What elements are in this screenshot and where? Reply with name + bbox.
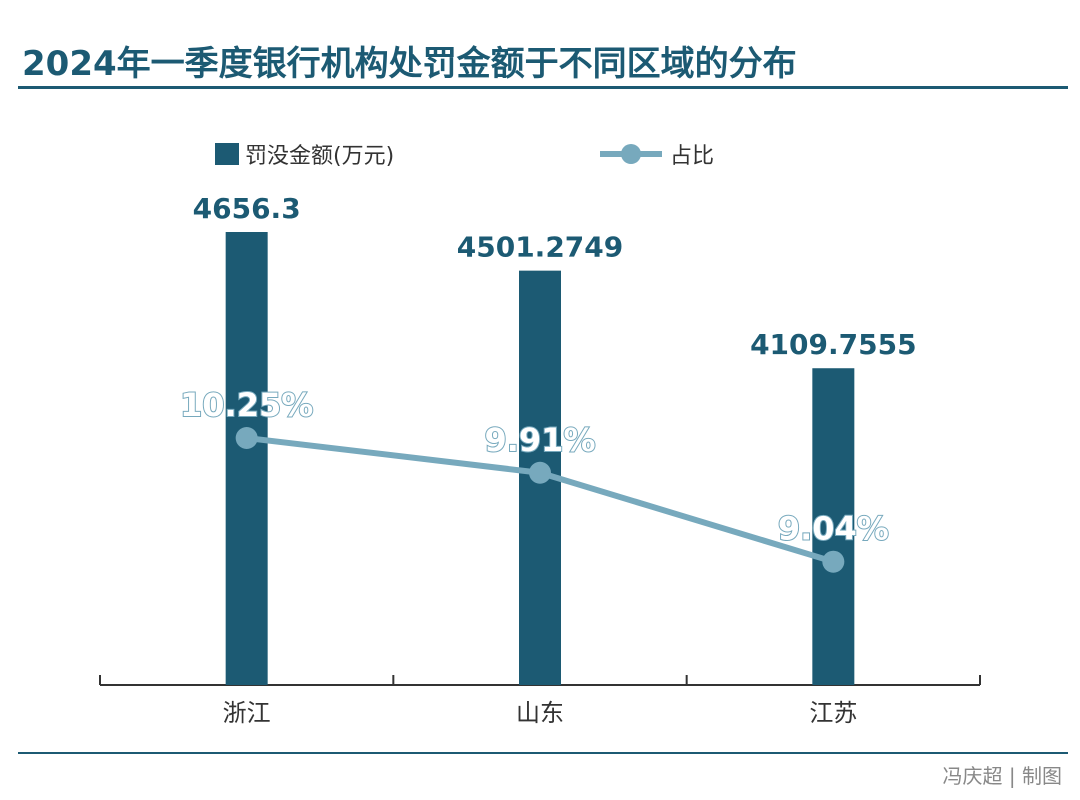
bar-value-labels: 4656.3 4501.2749 4109.7555 <box>193 192 917 361</box>
credit-text: 冯庆超 | 制图 <box>942 764 1062 788</box>
bar-value-label: 4109.7555 <box>750 328 917 361</box>
legend-bar-label: 罚没金额(万元) <box>245 144 394 169</box>
share-point <box>529 461 551 484</box>
bar-value-label: 4501.2749 <box>457 231 624 264</box>
share-line-series <box>235 427 845 573</box>
x-tick-label: 浙江 <box>223 699 271 727</box>
share-value-label: 9.91% <box>484 421 595 459</box>
legend-line-label: 占比 <box>670 144 714 169</box>
chart-title: 2024年一季度银行机构处罚金额于不同区域的分布 <box>22 44 797 84</box>
bar <box>812 368 855 685</box>
x-tick-label: 江苏 <box>809 699 857 727</box>
share-point <box>822 550 845 573</box>
share-value-labels: 10.25% 9.91% 9.04% <box>179 385 890 549</box>
legend-bar-swatch <box>215 143 239 165</box>
share-point <box>235 427 258 449</box>
share-value-label: 10.25% <box>180 386 313 424</box>
bar-value-label: 4656.3 <box>193 192 301 225</box>
x-tick-label: 山东 <box>516 699 564 727</box>
share-value-label: 9.04% <box>778 510 889 548</box>
legend-line-marker <box>621 144 641 164</box>
title-underline <box>18 86 1068 89</box>
legend: 罚没金额(万元) 占比 <box>215 143 714 169</box>
bar <box>225 232 268 685</box>
footer-rule <box>18 752 1068 754</box>
